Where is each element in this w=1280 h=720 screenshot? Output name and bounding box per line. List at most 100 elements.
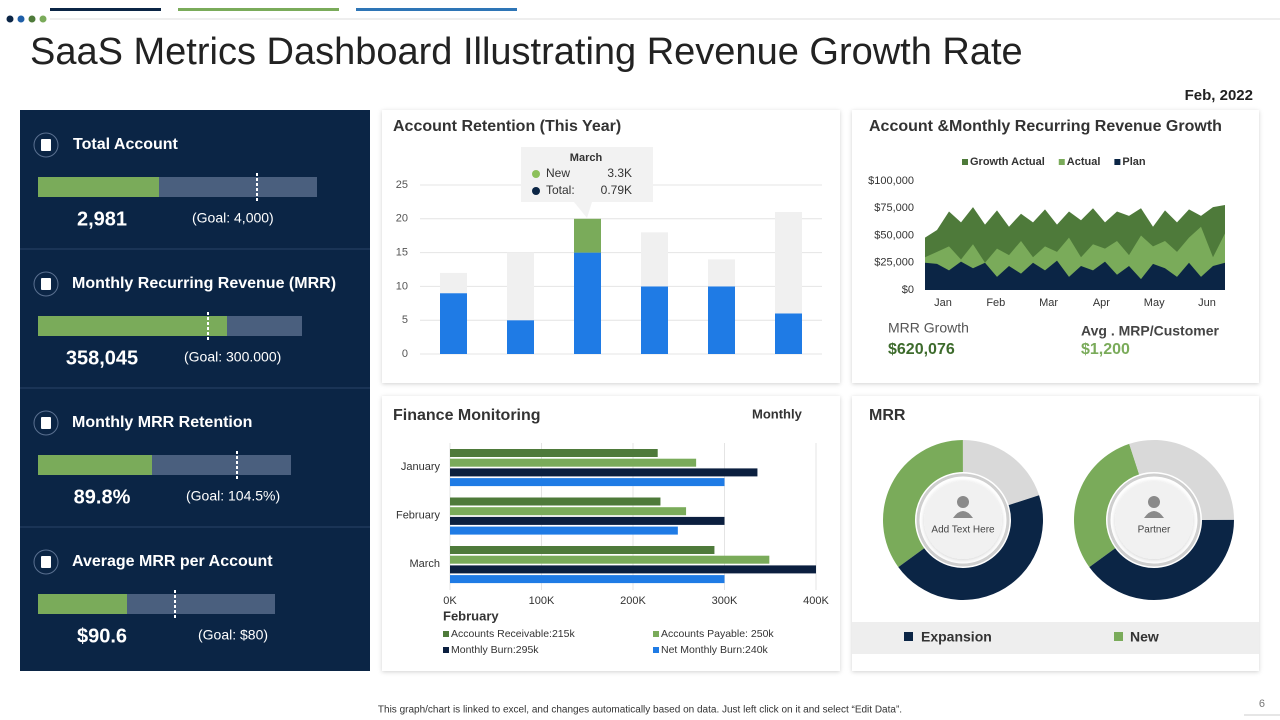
y-tick-label: 20 [396, 213, 408, 225]
chart-title: Finance Monitoring [393, 407, 541, 424]
stat-value: $1,200 [1081, 341, 1130, 358]
tooltip-value: 3.3K [607, 166, 632, 180]
y-tick-label: $0 [902, 284, 914, 296]
x-tick-label: Apr [1093, 297, 1110, 309]
tooltip-value: 0.79K [601, 183, 632, 197]
kpi-label: Total Account [73, 136, 179, 153]
kpi-value: 2,981 [77, 208, 127, 230]
donut-hub [924, 481, 1002, 559]
y-tick-label: $25,000 [874, 257, 914, 269]
x-tick-label: May [1144, 297, 1165, 309]
x-tick-label: 400K [803, 595, 829, 607]
tooltip-title: March [570, 152, 603, 164]
legend-label: Actual [1067, 156, 1101, 168]
donut-segment [1074, 443, 1140, 568]
tooltip-dot [532, 170, 540, 178]
donut-label: Add Text Here [931, 525, 995, 536]
legend-label: New [1130, 629, 1159, 645]
legend-label: Net Monthly Burn:240k [661, 644, 769, 656]
x-tick-label: Mar [1039, 297, 1058, 309]
progress-fill [38, 177, 159, 197]
y-tick-label: January [401, 461, 441, 473]
top-decoration [6, 8, 1280, 23]
hub-icon-body [1144, 511, 1164, 518]
y-tick-label: 0 [402, 348, 408, 360]
legend-label: Growth Actual [970, 156, 1045, 168]
hub-icon-body [953, 511, 973, 518]
footer-note: This graph/chart is linked to excel, and… [378, 705, 902, 716]
x-tick-label: 0K [443, 595, 457, 607]
legend-swatch [653, 631, 659, 637]
kpi-goal: (Goal: $80) [198, 627, 268, 643]
page-title: SaaS Metrics Dashboard Illustrating Reve… [30, 31, 1023, 73]
bar [775, 313, 802, 354]
bar [450, 526, 678, 535]
date: Feb, 2022 [1185, 87, 1253, 104]
bar [507, 320, 534, 354]
bar [450, 449, 658, 457]
x-tick-label: 200K [620, 595, 646, 607]
y-tick-label: 5 [402, 314, 408, 326]
tooltip-label: New [546, 166, 570, 180]
donut-hub [1115, 481, 1193, 559]
kpi-icon [33, 410, 59, 436]
x-tick-label: Feb [986, 297, 1005, 309]
legend-swatch [443, 647, 449, 653]
y-tick-label: 15 [396, 247, 408, 259]
bar [450, 497, 661, 506]
bar [574, 252, 601, 354]
kpi-icon-glyph [41, 417, 51, 429]
legend-swatch [443, 631, 449, 637]
x-tick-label: Jan [934, 297, 952, 309]
bar [574, 218, 601, 253]
bar [450, 565, 816, 574]
kpi-panel [20, 110, 370, 671]
y-tick-label: March [409, 558, 440, 570]
hub-icon-head [1148, 496, 1160, 508]
bar [641, 232, 668, 287]
donut-segment [962, 440, 1040, 506]
kpi-label: Monthly MRR Retention [72, 414, 252, 431]
bar [450, 468, 758, 477]
stat-label: MRR Growth [888, 320, 969, 336]
stat-label: Avg . MRP/Customer [1081, 323, 1219, 339]
legend-label: Accounts Payable: 250k [661, 628, 774, 640]
page-number: 6 [1259, 698, 1265, 710]
kpi-value: 358,045 [66, 347, 138, 369]
kpi-goal: (Goal: 4,000) [192, 210, 274, 226]
progress-fill [38, 455, 152, 475]
legend-swatch [904, 632, 913, 641]
y-tick-label: $50,000 [874, 229, 914, 241]
legend-label: Plan [1122, 156, 1146, 168]
tooltip-label: Total: [546, 183, 575, 197]
bar [641, 286, 668, 354]
legend-label: Monthly Burn:295k [451, 644, 539, 656]
tooltip-dot [532, 187, 540, 195]
bar [440, 272, 467, 294]
tooltip [521, 147, 653, 202]
x-tick-label: 300K [712, 595, 738, 607]
chart-subtitle: Monthly [752, 406, 803, 421]
bar [775, 212, 802, 314]
legend-swatch [962, 159, 968, 165]
y-tick-label: $75,000 [874, 202, 914, 214]
y-tick-label: 10 [396, 280, 408, 292]
bar [507, 252, 534, 321]
kpi-icon [33, 132, 59, 158]
tooltip-pointer [574, 202, 592, 218]
bar [450, 546, 715, 554]
legend-swatch [1114, 159, 1121, 165]
progress-fill [38, 316, 227, 336]
chart-title: Account &Monthly Recurring Revenue Growt… [869, 118, 1222, 135]
kpi-label: Average MRR per Account [72, 553, 273, 570]
kpi-goal: (Goal: 104.5%) [186, 488, 280, 504]
legend-label: Accounts Receivable:215k [451, 628, 575, 640]
bar [450, 458, 697, 467]
y-tick-label: 25 [396, 179, 408, 191]
x-tick-label: Jun [1198, 297, 1216, 309]
stat-value: $620,076 [888, 341, 955, 358]
kpi-icon-glyph [41, 139, 51, 151]
progress-fill [38, 594, 127, 614]
kpi-icon-glyph [41, 278, 51, 290]
